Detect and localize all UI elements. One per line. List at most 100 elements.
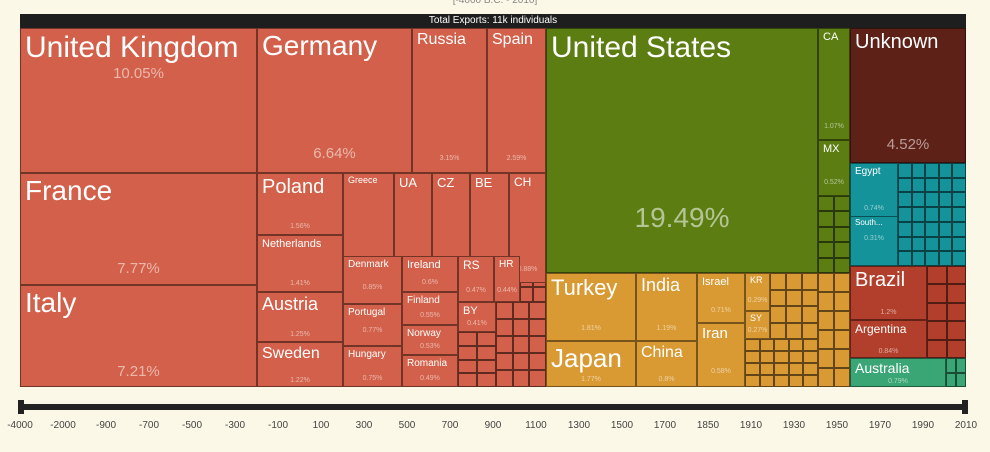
africa-small-tile[interactable] — [911, 251, 926, 266]
europe-small-tile[interactable] — [512, 336, 530, 353]
americas-small-tile[interactable] — [834, 257, 850, 273]
treemap-cell[interactable]: Argentina 0.84% — [850, 320, 927, 358]
americas-small-tile[interactable] — [834, 196, 850, 212]
asia-small-tile[interactable] — [802, 322, 818, 339]
africa-small-tile[interactable] — [911, 192, 926, 208]
americas-small-tile[interactable] — [834, 242, 850, 258]
oceania-small-tile[interactable] — [956, 358, 966, 373]
timeline-track[interactable] — [20, 404, 966, 410]
treemap-cell[interactable]: United States 19.49% — [546, 28, 818, 273]
africa-small-tile[interactable] — [925, 192, 939, 208]
asia-small-tile[interactable] — [788, 363, 804, 375]
asia-small-tile[interactable] — [788, 375, 804, 387]
europe-small-tile[interactable] — [512, 353, 530, 370]
treemap-cell[interactable]: Turkey 1.81% — [546, 273, 636, 341]
treemap-cell[interactable]: Brazil 1.2% — [850, 266, 927, 320]
treemap-cell[interactable]: Ireland 0.6% — [402, 256, 458, 292]
asia-small-tile[interactable] — [803, 339, 818, 351]
treemap-cell[interactable]: China 0.8% — [636, 341, 697, 387]
africa-small-tile[interactable] — [911, 207, 926, 222]
europe-small-tile[interactable] — [458, 359, 477, 374]
asia-small-tile[interactable] — [770, 289, 786, 306]
africa-small-tile[interactable] — [952, 177, 966, 193]
europe-small-tile[interactable] — [458, 345, 477, 360]
treemap-cell[interactable]: France 7.77% — [20, 173, 257, 285]
europe-small-tile[interactable] — [458, 332, 477, 346]
treemap-cell[interactable]: Australia 0.79% — [850, 358, 946, 387]
europe-small-tile[interactable] — [512, 370, 530, 387]
europe-small-tile[interactable] — [520, 286, 533, 302]
asia-small-tile[interactable] — [786, 306, 802, 323]
europe-small-tile[interactable] — [512, 302, 530, 319]
treemap-cell[interactable]: Austria 1.25% — [257, 292, 343, 342]
south-america-small-tile[interactable] — [927, 321, 947, 340]
asia-small-tile[interactable] — [818, 368, 834, 387]
asia-small-tile[interactable] — [745, 363, 760, 375]
asia-small-tile[interactable] — [774, 375, 789, 387]
south-america-small-tile[interactable] — [946, 321, 966, 340]
americas-small-tile[interactable] — [818, 226, 834, 243]
europe-small-tile[interactable] — [477, 373, 496, 387]
africa-small-tile[interactable] — [938, 177, 953, 193]
treemap-cell[interactable]: SY 0.27% — [745, 311, 770, 339]
africa-small-tile[interactable] — [938, 207, 953, 222]
africa-small-tile[interactable] — [898, 207, 912, 222]
treemap-cell[interactable]: India 1.19% — [636, 273, 697, 341]
treemap-cell[interactable]: United Kingdom 10.05% — [20, 28, 257, 173]
treemap-cell[interactable]: Netherlands 1.41% — [257, 235, 343, 292]
treemap-cell[interactable]: Portugal 0.77% — [343, 304, 402, 346]
americas-small-tile[interactable] — [834, 226, 850, 243]
africa-small-tile[interactable] — [911, 221, 926, 237]
treemap-cell[interactable]: BY 0.41% — [458, 302, 496, 332]
europe-small-tile[interactable] — [496, 302, 513, 319]
asia-small-tile[interactable] — [818, 292, 834, 311]
asia-small-tile[interactable] — [759, 363, 775, 375]
south-america-small-tile[interactable] — [927, 284, 947, 303]
asia-small-tile[interactable] — [802, 289, 818, 306]
treemap-cell[interactable]: Egypt 0.74% — [850, 163, 898, 219]
europe-small-tile[interactable] — [512, 319, 530, 336]
africa-small-tile[interactable] — [938, 163, 953, 178]
asia-small-tile[interactable] — [802, 306, 818, 323]
europe-small-tile[interactable] — [477, 345, 496, 360]
asia-small-tile[interactable] — [803, 351, 818, 363]
oceania-small-tile[interactable] — [956, 372, 966, 387]
asia-small-tile[interactable] — [774, 363, 789, 375]
treemap-cell[interactable]: Hungary 0.75% — [343, 346, 402, 387]
asia-small-tile[interactable] — [770, 273, 786, 290]
treemap-cell[interactable]: Russia 3.15% — [412, 28, 487, 173]
treemap-cell[interactable]: Japan 1.77% — [546, 341, 636, 387]
oceania-small-tile[interactable] — [946, 358, 956, 373]
africa-small-tile[interactable] — [911, 177, 926, 193]
asia-small-tile[interactable] — [745, 375, 760, 387]
africa-small-tile[interactable] — [952, 207, 966, 222]
asia-small-tile[interactable] — [774, 339, 789, 351]
timeline-slider[interactable] — [18, 400, 968, 414]
americas-small-tile[interactable] — [818, 257, 834, 273]
treemap-cell[interactable]: HR 0.44% — [494, 256, 520, 302]
africa-small-tile[interactable] — [925, 207, 939, 222]
asia-small-tile[interactable] — [774, 351, 789, 363]
asia-small-tile[interactable] — [818, 330, 834, 349]
asia-small-tile[interactable] — [759, 351, 775, 363]
south-america-small-tile[interactable] — [946, 266, 966, 285]
asia-small-tile[interactable] — [834, 368, 850, 387]
treemap-cell[interactable]: Unknown 4.52% — [850, 28, 966, 163]
treemap-cell[interactable]: CA 1.07% — [818, 28, 850, 140]
asia-small-tile[interactable] — [802, 273, 818, 290]
timeline-end-handle[interactable] — [962, 400, 968, 414]
oceania-small-tile[interactable] — [946, 372, 956, 387]
europe-small-tile[interactable] — [496, 370, 513, 387]
asia-small-tile[interactable] — [834, 349, 850, 368]
africa-small-tile[interactable] — [952, 192, 966, 208]
africa-small-tile[interactable] — [898, 177, 912, 193]
asia-small-tile[interactable] — [803, 375, 818, 387]
africa-small-tile[interactable] — [925, 221, 939, 237]
treemap-cell[interactable]: Iran 0.58% — [697, 323, 745, 387]
treemap-cell[interactable]: Spain 2.59% — [487, 28, 546, 173]
treemap-cell[interactable]: South... 0.31% — [850, 216, 898, 266]
south-america-small-tile[interactable] — [927, 302, 947, 322]
africa-small-tile[interactable] — [898, 221, 912, 237]
treemap-cell[interactable]: KR 0.29% — [745, 273, 770, 311]
africa-small-tile[interactable] — [952, 236, 966, 252]
